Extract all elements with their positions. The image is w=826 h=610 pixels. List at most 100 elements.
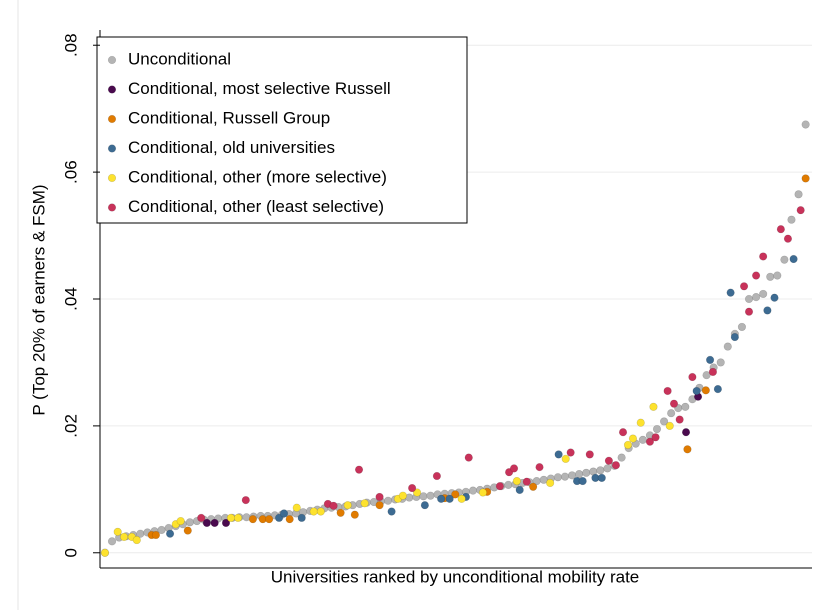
point — [801, 174, 810, 183]
point — [617, 453, 626, 462]
point — [113, 527, 122, 536]
point — [681, 428, 691, 437]
point — [495, 482, 504, 491]
point — [445, 494, 454, 503]
point — [669, 399, 679, 408]
point — [274, 513, 284, 522]
legend-marker — [107, 144, 117, 153]
point — [688, 372, 697, 382]
y-tick-label: 0 — [61, 548, 80, 557]
point — [708, 367, 718, 377]
legend-label: Conditional, other (least selective) — [128, 197, 384, 216]
point — [437, 494, 446, 503]
legend: Unconditional Conditional, most selective… — [96, 36, 468, 224]
point — [566, 448, 575, 457]
point — [515, 485, 524, 495]
point — [675, 415, 684, 424]
legend-label: Conditional, Russell Group — [128, 108, 330, 127]
point — [265, 515, 274, 524]
point — [107, 537, 117, 546]
point — [398, 491, 408, 500]
point — [375, 492, 384, 502]
point — [329, 501, 338, 510]
point — [604, 456, 613, 465]
point — [681, 402, 690, 411]
point — [360, 499, 369, 508]
point — [723, 342, 732, 351]
point — [737, 322, 747, 332]
legend-marker — [107, 55, 117, 65]
point — [618, 428, 628, 437]
point — [221, 518, 231, 528]
point — [665, 421, 674, 430]
legend-marker — [107, 203, 117, 212]
legend-marker — [107, 173, 117, 183]
point — [789, 254, 798, 264]
point — [383, 496, 393, 505]
point — [292, 503, 301, 512]
point — [611, 461, 621, 470]
point — [336, 508, 345, 517]
point — [183, 526, 192, 535]
y-tick-label: .06 — [61, 160, 80, 184]
point — [279, 509, 289, 518]
point — [151, 530, 161, 540]
point — [739, 282, 749, 291]
point — [426, 491, 435, 500]
point — [412, 488, 422, 497]
plot-area — [100, 120, 810, 557]
point — [701, 386, 710, 395]
point — [585, 450, 594, 459]
point — [726, 288, 735, 297]
point — [387, 507, 396, 516]
y-tick-label: .02 — [61, 414, 80, 438]
point — [119, 532, 129, 542]
point — [763, 306, 772, 315]
legend-label: Conditional, old universities — [128, 138, 335, 157]
point — [636, 418, 645, 427]
point — [529, 482, 538, 491]
point — [432, 471, 441, 481]
point — [210, 518, 219, 528]
point — [535, 463, 544, 472]
point — [553, 473, 563, 482]
point — [468, 486, 478, 495]
point — [202, 518, 211, 528]
point — [176, 516, 185, 526]
legend-label: Conditional, most selective Russell — [128, 79, 391, 98]
point — [226, 513, 236, 522]
point — [628, 434, 638, 443]
point — [751, 271, 761, 280]
point — [659, 417, 669, 426]
point — [783, 234, 793, 243]
point — [522, 477, 531, 486]
point — [794, 190, 803, 199]
point — [623, 440, 633, 450]
point — [603, 464, 612, 473]
point — [751, 292, 761, 302]
point — [575, 470, 584, 479]
y-tick-label: .08 — [61, 33, 80, 57]
y-axis-label: P (Top 20% of earners & FSM) — [29, 184, 48, 415]
point — [451, 490, 460, 499]
point — [796, 206, 805, 215]
point — [638, 435, 647, 444]
point — [705, 355, 715, 365]
point — [408, 483, 417, 493]
legend-label: Conditional, other (more selective) — [128, 167, 387, 186]
point — [597, 473, 606, 483]
point — [350, 510, 359, 519]
point — [297, 513, 306, 522]
legend-box — [96, 36, 468, 224]
point — [716, 358, 725, 367]
point — [651, 433, 660, 442]
point — [667, 409, 676, 418]
point — [354, 465, 364, 474]
point — [509, 464, 519, 473]
y-tick-label: .04 — [61, 287, 80, 311]
point — [649, 402, 658, 411]
point — [713, 384, 722, 394]
point — [780, 255, 789, 264]
point — [770, 293, 779, 302]
